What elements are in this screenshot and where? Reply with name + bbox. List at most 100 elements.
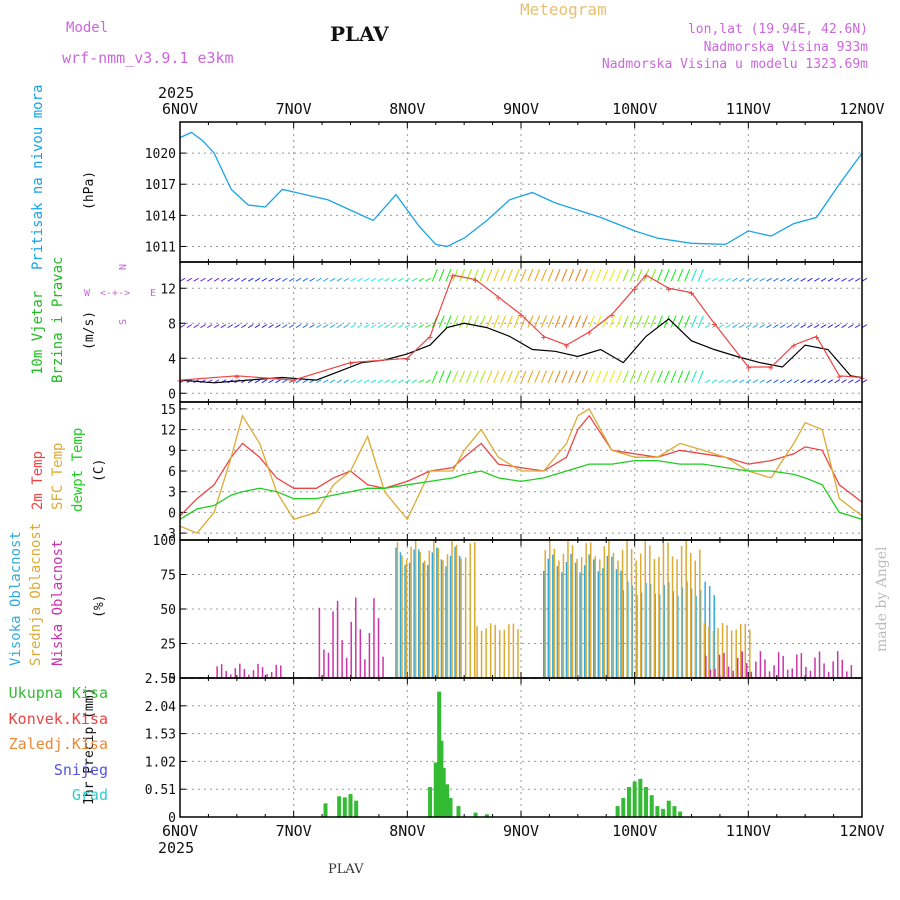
wind-arrow [800,277,806,282]
temp-dewpt-line [179,459,863,520]
wind-arrow [404,277,411,282]
panel-frame [179,261,863,403]
wind-gust-marker: + [666,284,672,295]
panel-frame [179,121,863,263]
wind-arrow [465,269,472,282]
wind-arrow [193,277,199,282]
wind-arrow [343,379,349,384]
wind-gust-marker: + [814,332,820,343]
day-label-bottom: 7NOV [276,822,312,840]
wind-arrow [254,324,261,329]
wind-arrow [350,379,356,384]
wind-arrow [718,379,725,384]
wind-arrow [732,277,738,282]
wind-arrow [581,269,588,282]
precip-bar [439,740,444,817]
wind-arrow [431,370,438,383]
precip-tick-label: 1.02 [145,755,176,770]
wind-arrow [527,315,534,328]
wind-arrow [282,379,288,384]
precip-bar [437,691,442,817]
precip-bar [678,811,683,817]
wind-arrow [295,324,302,329]
wind-arrow [247,277,254,282]
wind-arrow [357,324,363,329]
wind-arrow [486,269,493,282]
temp-tick-label: 3 [168,486,176,501]
wind-arrow [779,379,786,384]
wind-arrow [718,277,725,282]
wind-arrow [575,315,582,328]
wind-arrow [841,379,847,384]
wind-arrow [786,277,793,282]
wind-arrow [404,379,411,384]
wind-arrow [786,379,793,384]
wind-arrow [793,379,800,384]
wind-arrow [261,277,268,282]
wind-gust-marker: + [541,332,547,343]
day-label-top: 9NOV [503,100,539,118]
lonlat-text: lon,lat (19.94E, 42.6N) [687,22,868,37]
wind-arrow [506,269,513,282]
wind-arrow [779,324,786,329]
wind-gust-marker: + [347,359,353,370]
precip-bar [448,797,453,817]
wind-arrow [268,324,274,329]
wind-arrow [636,269,643,282]
temp-tick-label: 15 [160,403,176,418]
pressure-line [179,131,863,248]
cloud-tick-label: 50 [160,603,176,618]
wind-arrow [820,379,827,384]
wind-gust-marker: + [836,372,842,383]
wind-arrow [773,277,779,282]
precip-tick-label: 0.51 [145,783,176,798]
pressure-tick-label: 1011 [145,240,176,255]
wind-arrow [650,370,657,383]
wind-arrow [234,277,240,282]
precip-bar [621,797,626,817]
precip-bar [661,808,666,817]
wind-arrow [861,277,868,282]
wind-gust-marker: + [234,372,240,383]
year-top: 2025 [158,84,195,102]
wind-arrow [684,269,691,282]
wind-arrow [581,370,588,383]
wind-arrow [697,370,704,383]
wind-arrow [656,370,663,383]
wind-arrow [854,324,861,329]
wind-arrow [848,277,854,282]
wind-arrow [397,379,404,384]
wind-arrow [656,315,663,328]
wind-arrow [759,277,765,282]
wind-speed-line [179,318,863,384]
wind-arrow [554,315,561,328]
wind-arrow [738,379,745,384]
wind-arrow [418,277,424,282]
day-label-bottom: 8NOV [389,822,425,840]
wind-arrow [227,324,233,329]
wind-arrow [391,277,397,282]
wind-arrow [677,370,684,383]
precip-bar [644,787,649,817]
wind-arrow [357,379,363,384]
wind-arrow [370,277,377,282]
wind-arrow [827,277,834,282]
legend-snow: Snijeg [53,761,108,779]
legend-total-rain: Ukupna Kisa [8,684,108,702]
precip-bar [428,787,433,817]
wind-arrow [220,277,227,282]
wind-arrow [275,277,281,282]
precip-bar [672,806,677,817]
wind-arrow [500,269,507,282]
wind-arrow [336,277,343,282]
wind-arrow [411,379,418,384]
wind-arrow [554,370,561,383]
precip-bar [632,781,637,817]
wind-arrow [411,324,418,329]
wind-arrow [636,370,643,383]
wind-arrow [254,379,261,384]
wind-gust-marker: + [404,354,410,365]
wind-arrow [814,324,820,329]
footer-station: PLAV [328,862,364,877]
wind-arrow [602,269,609,282]
